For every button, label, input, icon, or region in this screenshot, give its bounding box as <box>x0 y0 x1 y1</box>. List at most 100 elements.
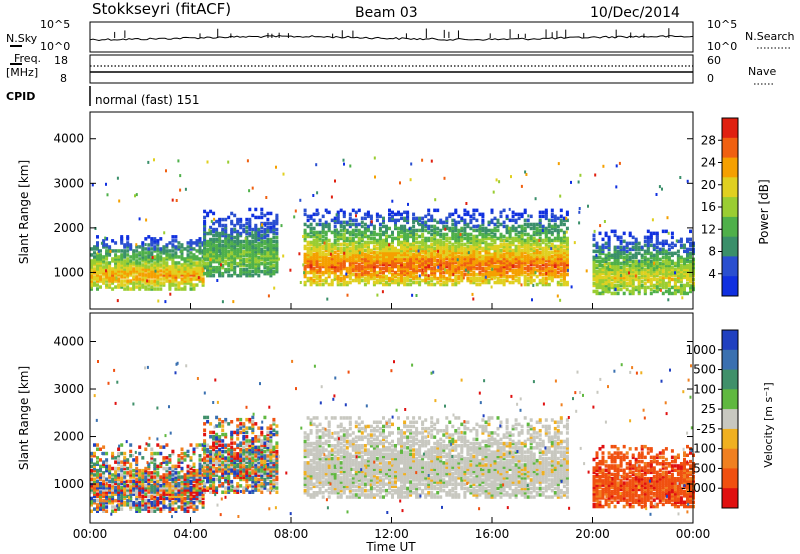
heatmap-cell <box>117 283 121 287</box>
heatmap-cell <box>463 208 467 213</box>
heatmap-cell <box>683 271 686 276</box>
heatmap-cell <box>171 501 175 505</box>
heatmap-cell <box>141 498 145 503</box>
heatmap-cell <box>466 236 470 241</box>
heatmap-cell <box>165 477 169 481</box>
heatmap-cell <box>607 271 611 276</box>
heatmap-cell <box>227 237 231 242</box>
heatmap-cell <box>439 238 443 243</box>
heatmap-cell <box>189 265 193 269</box>
heatmap-cell <box>538 272 542 277</box>
heatmap-cell <box>427 280 431 285</box>
heatmap-cell <box>269 243 273 248</box>
heatmap-cell <box>345 282 349 287</box>
heatmap-cell <box>661 267 665 272</box>
heatmap-cell <box>496 250 500 255</box>
heatmap-cell <box>242 267 246 272</box>
heatmap-cell <box>263 263 267 268</box>
heatmap-cell <box>598 273 602 278</box>
heatmap-cell <box>189 271 193 275</box>
heatmap-speckle <box>599 224 602 228</box>
heatmap-cell <box>457 262 461 267</box>
heatmap-cell <box>496 256 500 261</box>
heatmap-cell <box>327 250 331 255</box>
heatmap-cell <box>348 250 352 255</box>
heatmap-cell <box>469 236 473 241</box>
heatmap-cell <box>604 259 608 264</box>
heatmap-cell <box>117 481 121 486</box>
heatmap-cell <box>541 276 545 281</box>
heatmap-cell <box>324 220 328 225</box>
heatmap-cell <box>445 220 449 225</box>
heatmap-cell <box>415 270 419 275</box>
heatmap-cell <box>153 462 157 466</box>
heatmap-cell <box>147 269 151 273</box>
heatmap-cell <box>135 486 139 490</box>
heatmap-cell <box>257 259 261 264</box>
heatmap-cell <box>391 280 394 285</box>
heatmap-cell <box>114 475 118 479</box>
heatmap-cell <box>306 234 310 239</box>
heatmap-cell <box>397 248 400 253</box>
heatmap-cell <box>406 256 410 261</box>
heatmap-cell <box>388 266 391 271</box>
heatmap-cell <box>141 468 145 473</box>
heatmap-cell <box>493 272 497 277</box>
heatmap-cell <box>162 445 166 449</box>
heatmap-cell <box>138 486 142 490</box>
heatmap-cell <box>150 241 154 245</box>
heatmap-cell <box>550 272 554 277</box>
heatmap-speckle <box>439 259 442 263</box>
heatmap-cell <box>634 265 638 270</box>
heatmap-cell <box>529 280 533 285</box>
heatmap-cell <box>360 270 364 275</box>
heatmap-cell <box>466 272 470 277</box>
heatmap-cell <box>99 486 102 490</box>
heatmap-cell <box>348 258 352 263</box>
heatmap-cell <box>165 481 169 486</box>
heatmap-speckle <box>679 176 682 179</box>
heatmap-cell <box>357 258 361 263</box>
heatmap-cell <box>138 481 142 486</box>
heatmap-cell <box>475 234 479 239</box>
heatmap-cell <box>667 267 671 272</box>
heatmap-cell <box>595 263 599 268</box>
heatmap-cell <box>339 220 343 225</box>
heatmap-cell <box>514 272 518 277</box>
heatmap-cell <box>269 245 273 250</box>
heatmap-cell <box>129 479 133 484</box>
heatmap-cell <box>544 238 548 243</box>
heatmap-cell <box>484 226 488 231</box>
heatmap-cell <box>171 483 175 488</box>
heatmap-cell <box>689 275 692 280</box>
heatmap-cell <box>369 266 373 271</box>
heatmap-cell <box>195 273 199 277</box>
heatmap-cell <box>514 268 518 273</box>
heatmap-cell <box>466 260 470 265</box>
heatmap-cell <box>215 259 219 264</box>
heatmap-cell <box>457 230 461 235</box>
heatmap-cell <box>601 287 605 292</box>
heatmap-cell <box>391 210 394 215</box>
heatmap-cell <box>111 505 115 509</box>
heatmap-cell <box>553 260 557 265</box>
heatmap-cell <box>144 255 148 259</box>
heatmap-cell <box>342 240 346 245</box>
heatmap-cell <box>153 265 157 269</box>
heatmap-cell <box>601 285 605 290</box>
heatmap-cell <box>233 257 237 262</box>
heatmap-cell <box>415 216 419 221</box>
heatmap-cell <box>162 466 166 471</box>
heatmap-cell <box>667 277 671 282</box>
heatmap-cell <box>366 256 370 261</box>
heatmap-cell <box>400 226 403 231</box>
heatmap-cell <box>499 258 503 263</box>
heatmap-cell <box>475 282 479 287</box>
heatmap-cell <box>472 264 476 269</box>
heatmap-cell <box>481 268 485 273</box>
heatmap-cell <box>251 259 255 264</box>
heatmap-cell <box>96 253 99 257</box>
heatmap-cell <box>604 265 608 270</box>
heatmap-cell <box>105 283 109 287</box>
heatmap-cell <box>451 226 455 231</box>
